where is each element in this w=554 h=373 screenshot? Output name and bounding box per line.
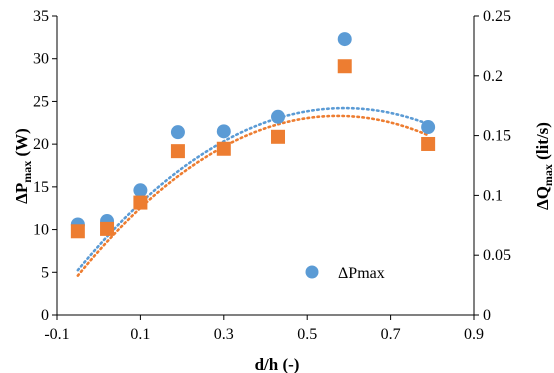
x-tick-label: 0.7 [381, 326, 401, 343]
x-tick-label: 0.9 [464, 326, 484, 343]
point-dqmax [337, 59, 352, 74]
axes [52, 15, 479, 320]
legend: ΔPmax [305, 265, 385, 282]
y-left-tick-label: 5 [41, 264, 49, 281]
tick-labels: -0.1 0.1 0.3 0.5 0.7 0.9 0 5 10 15 20 25 30 35 0 0.05 0.… [33, 8, 511, 343]
data-markers [70, 32, 436, 239]
point-dqmax [271, 129, 286, 144]
y-left-tick-label: 10 [33, 222, 49, 239]
x-axis-title: d/h (-) [255, 355, 300, 373]
point-dpmax [271, 109, 286, 124]
y-left-tick-label: 25 [33, 93, 49, 110]
y-right-tick-label: 0.05 [483, 247, 511, 264]
point-dqmax [170, 144, 185, 159]
y-axis-right-title: ΔQmax (lit/s) [533, 122, 554, 210]
point-dpmax [421, 120, 436, 135]
y-right-tick-label: 0.2 [483, 68, 503, 85]
x-tick-label: 0.3 [214, 326, 234, 343]
y-right-tick-label: 0.15 [483, 128, 511, 145]
trendline-dqmax [76, 114, 430, 277]
point-dpmax [216, 124, 231, 139]
trendlines [76, 106, 430, 277]
y-left-tick-label: 35 [33, 8, 49, 25]
point-dqmax [133, 195, 148, 210]
trendline-dpmax [76, 106, 430, 272]
legend-label-dpmax: ΔPmax [338, 265, 385, 282]
x-tick-label: 0.1 [130, 326, 150, 343]
y-right-tick-label: 0.25 [483, 8, 511, 25]
y-left-tick-label: 15 [33, 179, 49, 196]
y-right-tick-label: 0.1 [483, 187, 503, 204]
legend-marker-dpmax [305, 265, 319, 279]
x-tick-label: 0.5 [297, 326, 317, 343]
y-axis-left-title: ΔPmax (W) [12, 128, 34, 204]
point-dpmax [133, 183, 148, 198]
point-dpmax [170, 125, 185, 140]
y-left-tick-label: 30 [33, 51, 49, 68]
x-tick-label: -0.1 [44, 326, 69, 343]
point-dpmax [337, 32, 352, 47]
point-dqmax [216, 141, 231, 156]
y-left-tick-label: 20 [33, 136, 49, 153]
point-dqmax [100, 221, 115, 236]
y-left-tick-label: 0 [41, 307, 49, 324]
y-right-tick-label: 0 [483, 307, 491, 324]
point-dqmax [421, 136, 436, 151]
point-dqmax [70, 224, 85, 239]
